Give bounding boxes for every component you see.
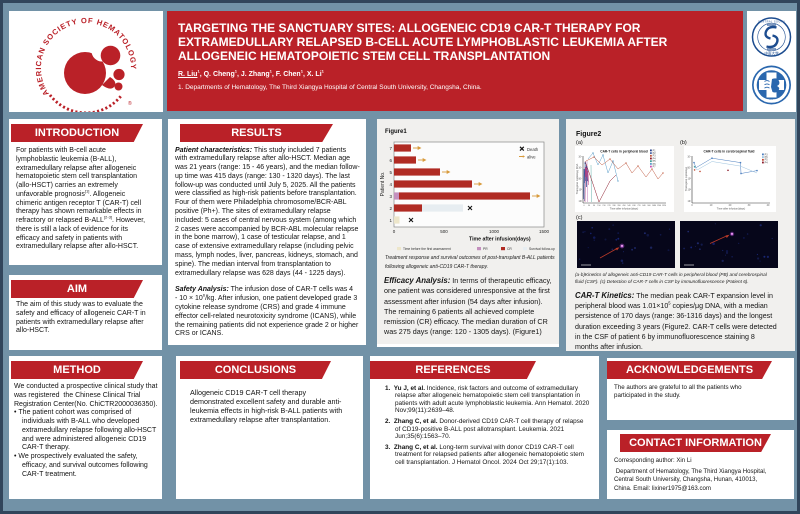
svg-text:Time before the first assessme: Time before the first assessment <box>403 247 451 251</box>
svg-text:1500: 1500 <box>539 229 550 234</box>
svg-text:Time after infusion(days): Time after infusion(days) <box>717 207 746 211</box>
svg-text:Figure1: Figure1 <box>385 129 407 135</box>
svg-text:450: 450 <box>622 205 625 207</box>
svg-text:1200: 1200 <box>657 205 661 207</box>
svg-text:10⁴: 10⁴ <box>687 166 691 170</box>
svg-text:0: 0 <box>583 205 584 207</box>
svg-text:alive: alive <box>527 155 536 160</box>
svg-text:210: 210 <box>602 205 605 207</box>
svg-text:CENTRAL SOUTH: CENTRAL SOUTH <box>758 20 785 24</box>
svg-text:P5: P5 <box>653 160 657 163</box>
svg-text:3: 3 <box>389 194 392 199</box>
svg-text:30: 30 <box>748 204 751 207</box>
svg-text:P5: P5 <box>765 159 769 162</box>
svg-text:P6: P6 <box>653 163 657 166</box>
svg-text:(b): (b) <box>680 140 687 146</box>
svg-text:Time after infusion(days): Time after infusion(days) <box>469 237 531 243</box>
svg-text:150: 150 <box>597 205 600 207</box>
svg-text:(c): (c) <box>576 215 583 221</box>
svg-text:840: 840 <box>642 205 645 207</box>
svg-text:630: 630 <box>632 205 635 207</box>
svg-text:390: 390 <box>617 205 620 207</box>
svg-text:CAR-T cells in peripheral bloo: CAR-T cells in peripheral blood <box>600 150 648 154</box>
svg-text:0: 0 <box>393 229 396 234</box>
svg-text:1080: 1080 <box>652 205 656 207</box>
svg-text:CAR-T cells in cerebrospinal f: CAR-T cells in cerebrospinal fluid <box>703 150 754 154</box>
svg-text:330: 330 <box>612 205 615 207</box>
svg-text:Time after infusion(days): Time after infusion(days) <box>610 207 639 211</box>
svg-text:P4: P4 <box>765 161 769 164</box>
svg-text:20: 20 <box>729 204 732 207</box>
svg-text:10⁴: 10⁴ <box>578 177 582 181</box>
svg-text:(a): (a) <box>576 140 583 146</box>
svg-text:®: ® <box>128 100 132 107</box>
svg-text:10³: 10³ <box>688 178 692 181</box>
svg-text:CR: CR <box>507 247 512 251</box>
svg-text:1: 1 <box>389 218 392 223</box>
svg-text:PR: PR <box>483 247 488 251</box>
svg-text:2: 2 <box>389 206 392 211</box>
svg-text:Figure2: Figure2 <box>576 131 601 138</box>
svg-text:Transgene copies/μg: Transgene copies/μg <box>684 166 688 191</box>
svg-text:P3: P3 <box>653 155 657 158</box>
svg-text:湘雅三医院: 湘雅三医院 <box>765 99 779 103</box>
svg-text:Transgene copies/μg DNA: Transgene copies/μg DNA <box>575 164 579 195</box>
svg-text:P2: P2 <box>653 152 657 155</box>
svg-text:7: 7 <box>389 146 392 151</box>
svg-text:540: 540 <box>627 205 630 207</box>
svg-text:10⁵: 10⁵ <box>578 166 582 170</box>
svg-text:1320: 1320 <box>662 205 666 207</box>
svg-text:中南大学: 中南大学 <box>764 51 779 56</box>
svg-text:960: 960 <box>647 205 650 207</box>
svg-text:5: 5 <box>389 170 392 175</box>
svg-text:10²: 10² <box>579 200 583 203</box>
svg-text:40: 40 <box>767 204 770 207</box>
svg-text:30: 30 <box>588 205 590 207</box>
svg-text:0: 0 <box>691 204 693 207</box>
svg-text:P1: P1 <box>653 149 657 152</box>
svg-text:10²: 10² <box>688 189 692 192</box>
svg-text:720: 720 <box>637 205 640 207</box>
svg-text:Patient No.: Patient No. <box>380 172 386 197</box>
svg-text:10⁶: 10⁶ <box>578 155 582 159</box>
svg-text:P6: P6 <box>765 156 769 159</box>
svg-text:Survival follow-up: Survival follow-up <box>529 247 555 251</box>
svg-text:10³: 10³ <box>579 189 583 192</box>
svg-text:P4: P4 <box>653 157 657 160</box>
svg-text:1000: 1000 <box>489 229 500 234</box>
svg-text:P3: P3 <box>765 153 769 156</box>
svg-text:6: 6 <box>389 158 392 163</box>
svg-text:Death: Death <box>527 147 539 152</box>
svg-text:4: 4 <box>389 182 392 187</box>
svg-text:10: 10 <box>710 204 713 207</box>
svg-text:10⁵: 10⁵ <box>687 155 691 159</box>
svg-text:90: 90 <box>593 205 595 207</box>
svg-text:270: 270 <box>607 205 610 207</box>
svg-text:P7: P7 <box>653 166 657 169</box>
svg-text:500: 500 <box>440 229 448 234</box>
svg-text:10¹: 10¹ <box>688 200 692 203</box>
